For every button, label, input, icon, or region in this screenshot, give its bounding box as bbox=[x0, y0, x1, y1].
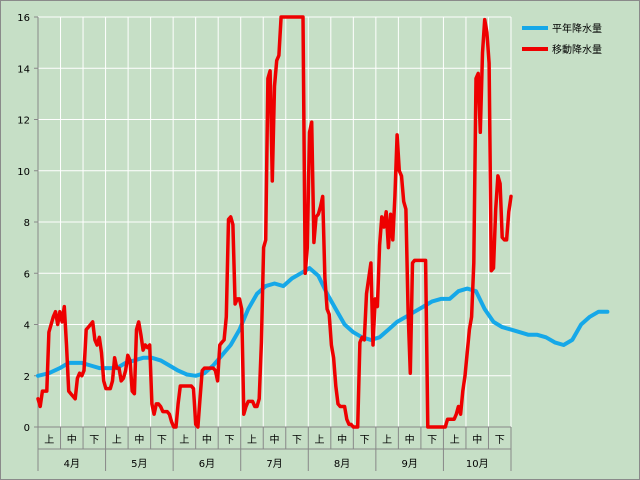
x-month-label: 6月 bbox=[199, 458, 215, 470]
x-month-label: 5月 bbox=[131, 458, 147, 470]
x-period-label: 上 bbox=[315, 434, 325, 446]
legend-label: 移動降水量 bbox=[552, 43, 602, 56]
y-axis: 0 2 4 6 8 10 12 14 16 bbox=[17, 13, 38, 434]
y-tick-label: 0 bbox=[24, 423, 30, 434]
y-tick-label: 10 bbox=[17, 167, 30, 178]
y-tick-label: 16 bbox=[17, 13, 30, 24]
x-period-label: 下 bbox=[157, 435, 167, 446]
x-period-label: 中 bbox=[472, 433, 482, 446]
x-period-label: 上 bbox=[179, 434, 189, 446]
x-period-label: 上 bbox=[450, 434, 460, 446]
x-period-label: 中 bbox=[134, 433, 144, 446]
x-period-label: 下 bbox=[495, 435, 505, 446]
x-month-label: 10月 bbox=[466, 458, 489, 470]
x-axis: 上中下4月上中下5月上中下6月上中下7月上中下8月上中下9月上中下10月 bbox=[37, 17, 512, 471]
y-tick-label: 4 bbox=[24, 321, 30, 332]
x-month-label: 4月 bbox=[64, 458, 80, 470]
legend-label: 平年降水量 bbox=[552, 22, 602, 35]
x-period-label: 中 bbox=[405, 433, 415, 446]
x-period-label: 下 bbox=[224, 435, 234, 446]
x-period-label: 中 bbox=[337, 433, 347, 446]
y-tick-label: 8 bbox=[24, 218, 30, 229]
x-period-label: 下 bbox=[427, 435, 437, 446]
x-month-label: 8月 bbox=[334, 458, 350, 470]
x-period-label: 上 bbox=[44, 434, 54, 446]
x-month-label: 9月 bbox=[401, 458, 417, 470]
x-period-label: 下 bbox=[89, 435, 99, 446]
series-line-moving bbox=[36, 15, 513, 429]
x-month-label: 7月 bbox=[266, 458, 282, 470]
y-tick-label: 6 bbox=[24, 269, 30, 280]
x-period-label: 下 bbox=[292, 435, 302, 446]
x-period-label: 中 bbox=[270, 433, 280, 446]
x-period-label: 上 bbox=[382, 434, 392, 446]
series-lines bbox=[36, 15, 610, 429]
x-period-label: 中 bbox=[202, 433, 212, 446]
x-period-label: 上 bbox=[247, 434, 257, 446]
x-period-label: 下 bbox=[360, 435, 370, 446]
y-tick-label: 2 bbox=[24, 372, 30, 383]
x-period-label: 中 bbox=[67, 433, 77, 446]
y-tick-label: 12 bbox=[17, 116, 30, 127]
y-tick-label: 14 bbox=[17, 64, 30, 75]
x-period-label: 上 bbox=[112, 434, 122, 446]
